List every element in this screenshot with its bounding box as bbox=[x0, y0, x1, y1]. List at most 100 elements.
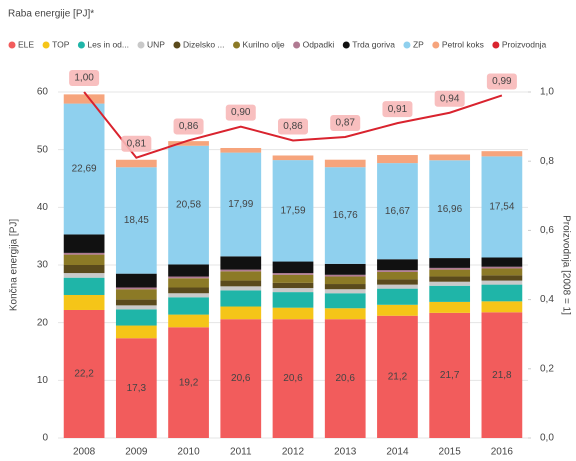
data-label: 16,96 bbox=[437, 204, 462, 215]
bar-segment bbox=[481, 280, 523, 285]
bar-segment bbox=[115, 305, 157, 310]
bar-segment bbox=[429, 281, 471, 286]
bar-segment bbox=[272, 274, 314, 283]
bar-segment bbox=[481, 301, 523, 313]
data-label-box bbox=[330, 114, 361, 131]
data-label: 18,45 bbox=[124, 215, 149, 226]
bar-segment bbox=[220, 269, 262, 272]
bar-segment bbox=[429, 312, 471, 438]
bar-segment bbox=[168, 327, 209, 438]
bar-segment bbox=[429, 258, 471, 268]
bar-segment bbox=[324, 289, 366, 294]
bar-segment bbox=[168, 145, 209, 265]
bar-segment bbox=[115, 287, 157, 290]
bar-segment bbox=[220, 280, 262, 287]
data-label-box bbox=[225, 104, 256, 121]
bar-segment bbox=[220, 271, 262, 281]
bar-segment bbox=[377, 288, 418, 305]
line bbox=[83, 91, 503, 159]
legend-label: UNP bbox=[147, 39, 165, 49]
bar-segment bbox=[63, 94, 105, 104]
data-label: 0,86 bbox=[283, 121, 303, 132]
bar-segment bbox=[115, 325, 157, 339]
y-tick-label: 0 bbox=[42, 433, 48, 444]
y-tick-label: 60 bbox=[37, 87, 49, 98]
data-label: 20,6 bbox=[231, 373, 251, 384]
data-label: 0,87 bbox=[335, 118, 355, 129]
y2-tick-label: 0,4 bbox=[540, 294, 554, 305]
bar-segment bbox=[272, 261, 314, 274]
bar-segment bbox=[377, 155, 418, 164]
bar-segment bbox=[324, 293, 366, 309]
bar-segment bbox=[324, 159, 366, 168]
bar-segment bbox=[272, 160, 314, 262]
bar-segment bbox=[324, 308, 366, 320]
legend-swatch bbox=[42, 41, 50, 49]
bar-segment bbox=[168, 297, 209, 315]
data-label-box bbox=[434, 90, 465, 107]
y-axis-title: Končna energija [PJ] bbox=[9, 219, 20, 312]
data-label-box bbox=[173, 118, 204, 135]
bar-segment bbox=[481, 268, 523, 276]
bar-segment bbox=[429, 267, 471, 270]
bar-segment bbox=[220, 290, 262, 307]
legend-swatch bbox=[432, 41, 440, 49]
bar-segment bbox=[168, 278, 209, 288]
x-tick-label: 2009 bbox=[125, 447, 148, 458]
legend-swatch bbox=[137, 41, 145, 49]
bar-segment bbox=[324, 276, 366, 285]
bar-segment bbox=[272, 273, 314, 275]
legend-label: ELE bbox=[18, 39, 34, 49]
data-label-box bbox=[486, 73, 517, 90]
bar-segment bbox=[63, 234, 105, 253]
legend-label: Proizvodnja bbox=[502, 39, 547, 49]
bar-segment bbox=[63, 273, 105, 278]
bar-segment bbox=[272, 282, 314, 289]
bar-segment bbox=[377, 270, 418, 272]
legend-label: Odpadki bbox=[303, 39, 335, 49]
bar-segment bbox=[481, 156, 523, 258]
legend-label: Petrol koks bbox=[442, 39, 484, 49]
data-label: 20,6 bbox=[335, 373, 355, 384]
x-tick-label: 2010 bbox=[177, 447, 200, 458]
chart-title: Raba energije [PJ]* bbox=[8, 9, 94, 20]
bar-segment bbox=[272, 288, 314, 293]
y-tick-label: 50 bbox=[37, 144, 49, 155]
bar-segment bbox=[272, 319, 314, 438]
legend-swatch bbox=[233, 41, 241, 49]
bar-segment bbox=[168, 276, 209, 279]
legend-label: ZP bbox=[413, 39, 424, 49]
y2-tick-label: 0,6 bbox=[540, 225, 554, 236]
bar-segment bbox=[324, 274, 366, 277]
bar-segment bbox=[115, 273, 157, 288]
data-label: 16,76 bbox=[333, 210, 358, 221]
legend-label: TOP bbox=[52, 39, 70, 49]
bar-segment bbox=[429, 285, 471, 302]
data-label: 0,91 bbox=[388, 104, 408, 115]
legend-swatch bbox=[492, 41, 500, 49]
data-label: 21,7 bbox=[440, 370, 460, 381]
data-label-box bbox=[278, 118, 308, 135]
data-label: 21,2 bbox=[388, 372, 408, 383]
bar-segment bbox=[481, 275, 523, 281]
x-tick-label: 2015 bbox=[439, 447, 462, 458]
bar-segment bbox=[481, 284, 523, 302]
bar-segment bbox=[115, 159, 157, 168]
bar-segment bbox=[481, 257, 523, 267]
bar-segment bbox=[429, 276, 471, 282]
y2-axis-title: Proizvodnja [2008 = 1] bbox=[560, 215, 571, 315]
legend-swatch bbox=[77, 41, 85, 49]
bar-segment bbox=[324, 319, 366, 438]
bar-segment bbox=[115, 299, 157, 306]
bar-segment bbox=[429, 269, 471, 277]
data-label: 22,2 bbox=[74, 369, 94, 380]
y2-tick-label: 0,0 bbox=[540, 433, 554, 444]
bar-segment bbox=[63, 294, 105, 310]
y2-tick-label: 0,8 bbox=[540, 156, 554, 167]
bar-segment bbox=[429, 154, 471, 161]
bar-segment bbox=[168, 264, 209, 277]
bar-segment bbox=[220, 319, 262, 438]
bar-segment bbox=[481, 266, 523, 269]
data-label: 0,94 bbox=[440, 93, 460, 104]
data-label: 0,86 bbox=[179, 121, 199, 132]
